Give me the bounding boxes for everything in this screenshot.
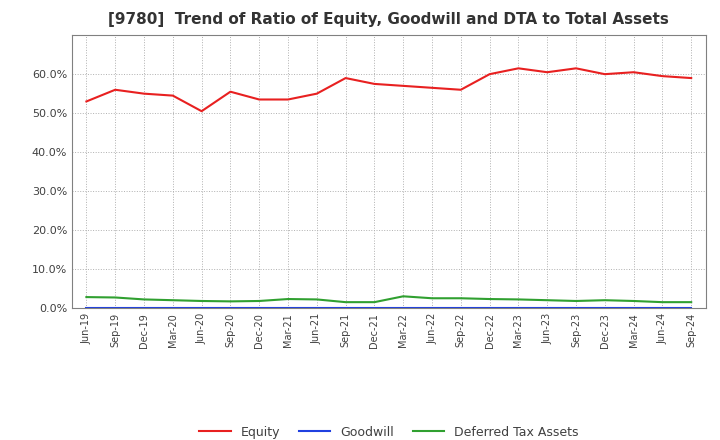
Deferred Tax Assets: [514, 297, 523, 302]
Deferred Tax Assets: [226, 299, 235, 304]
Goodwill: [485, 305, 494, 311]
Equity: [543, 70, 552, 75]
Title: [9780]  Trend of Ratio of Equity, Goodwill and DTA to Total Assets: [9780] Trend of Ratio of Equity, Goodwil…: [109, 12, 669, 27]
Deferred Tax Assets: [687, 300, 696, 305]
Goodwill: [226, 305, 235, 311]
Equity: [341, 75, 350, 81]
Deferred Tax Assets: [111, 295, 120, 300]
Goodwill: [284, 305, 292, 311]
Goodwill: [629, 305, 638, 311]
Deferred Tax Assets: [485, 297, 494, 302]
Deferred Tax Assets: [140, 297, 148, 302]
Equity: [111, 87, 120, 92]
Line: Deferred Tax Assets: Deferred Tax Assets: [86, 296, 691, 302]
Deferred Tax Assets: [370, 300, 379, 305]
Equity: [312, 91, 321, 96]
Equity: [226, 89, 235, 94]
Goodwill: [687, 305, 696, 311]
Equity: [600, 72, 609, 77]
Equity: [140, 91, 148, 96]
Deferred Tax Assets: [341, 300, 350, 305]
Equity: [428, 85, 436, 91]
Deferred Tax Assets: [629, 298, 638, 304]
Deferred Tax Assets: [284, 297, 292, 302]
Goodwill: [255, 305, 264, 311]
Legend: Equity, Goodwill, Deferred Tax Assets: Equity, Goodwill, Deferred Tax Assets: [194, 421, 583, 440]
Equity: [456, 87, 465, 92]
Goodwill: [543, 305, 552, 311]
Goodwill: [456, 305, 465, 311]
Equity: [82, 99, 91, 104]
Equity: [284, 97, 292, 102]
Goodwill: [370, 305, 379, 311]
Deferred Tax Assets: [82, 294, 91, 300]
Goodwill: [600, 305, 609, 311]
Deferred Tax Assets: [658, 300, 667, 305]
Deferred Tax Assets: [312, 297, 321, 302]
Equity: [399, 83, 408, 88]
Equity: [370, 81, 379, 87]
Goodwill: [399, 305, 408, 311]
Deferred Tax Assets: [572, 298, 580, 304]
Deferred Tax Assets: [600, 297, 609, 303]
Goodwill: [82, 305, 91, 311]
Equity: [687, 75, 696, 81]
Deferred Tax Assets: [428, 296, 436, 301]
Equity: [629, 70, 638, 75]
Equity: [572, 66, 580, 71]
Deferred Tax Assets: [255, 298, 264, 304]
Equity: [485, 72, 494, 77]
Goodwill: [168, 305, 177, 311]
Equity: [197, 109, 206, 114]
Deferred Tax Assets: [197, 298, 206, 304]
Goodwill: [111, 305, 120, 311]
Line: Equity: Equity: [86, 68, 691, 111]
Equity: [658, 73, 667, 79]
Goodwill: [197, 305, 206, 311]
Goodwill: [514, 305, 523, 311]
Equity: [514, 66, 523, 71]
Goodwill: [341, 305, 350, 311]
Deferred Tax Assets: [168, 297, 177, 303]
Goodwill: [428, 305, 436, 311]
Deferred Tax Assets: [543, 297, 552, 303]
Goodwill: [140, 305, 148, 311]
Goodwill: [658, 305, 667, 311]
Equity: [168, 93, 177, 98]
Deferred Tax Assets: [399, 293, 408, 299]
Goodwill: [312, 305, 321, 311]
Deferred Tax Assets: [456, 296, 465, 301]
Equity: [255, 97, 264, 102]
Goodwill: [572, 305, 580, 311]
